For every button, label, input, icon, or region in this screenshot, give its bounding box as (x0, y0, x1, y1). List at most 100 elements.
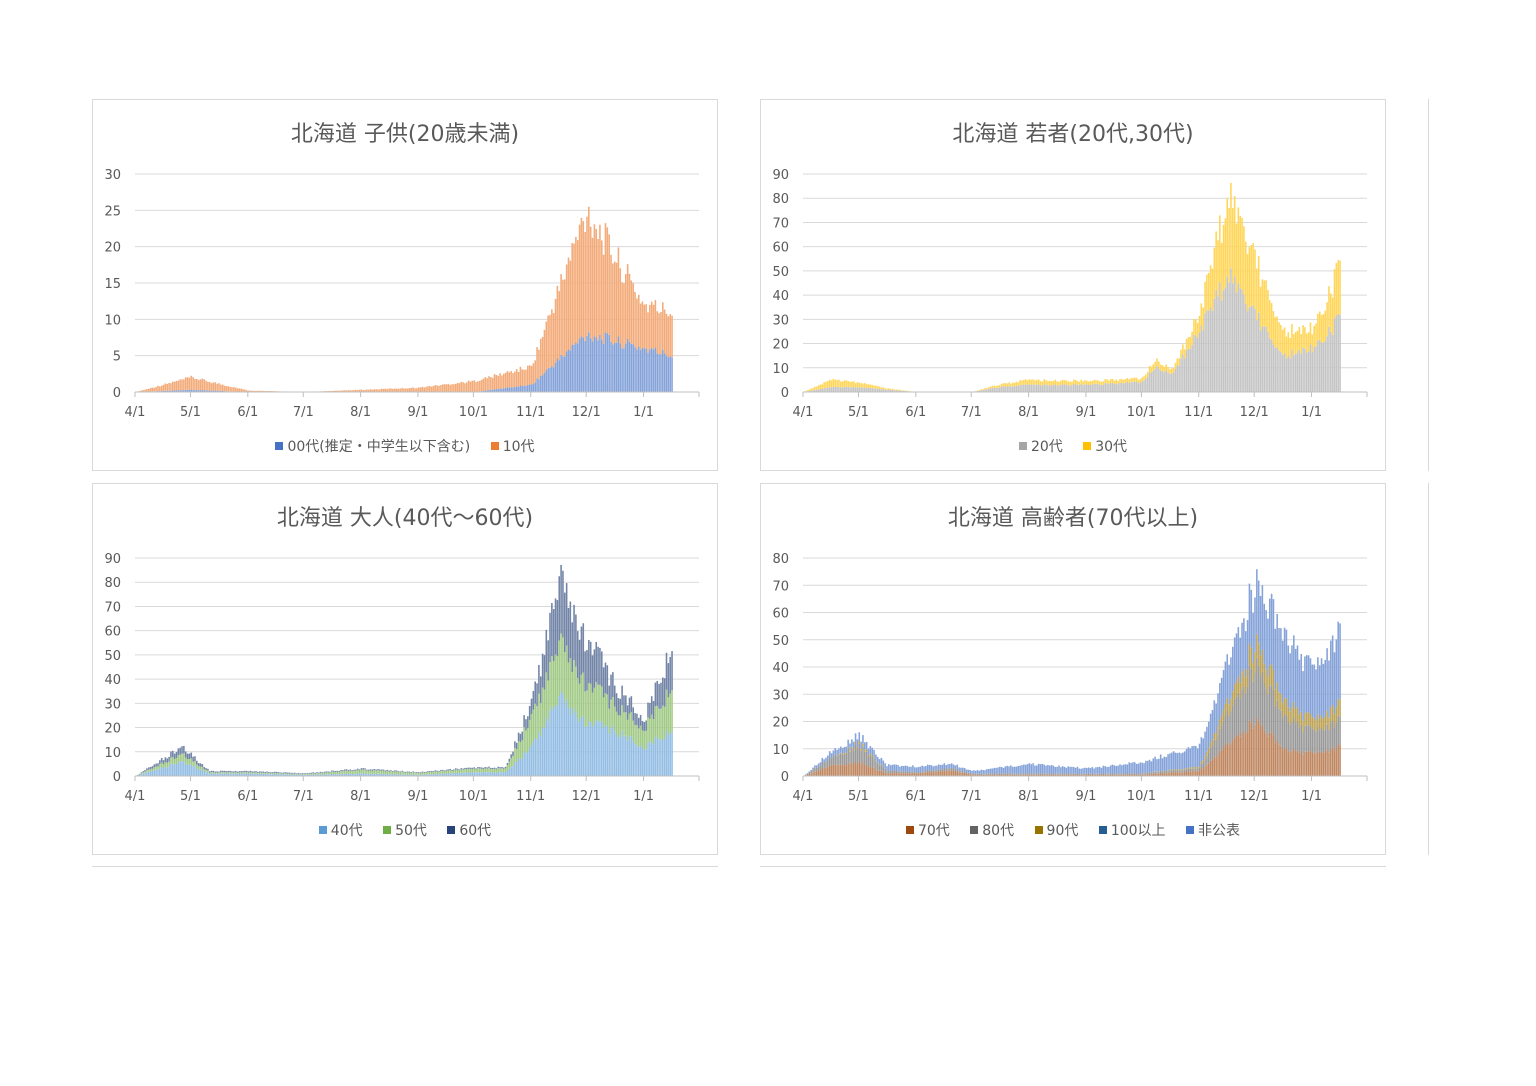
bar-segment (1023, 773, 1025, 775)
bar-segment (1137, 383, 1140, 392)
bar-segment (1283, 748, 1286, 776)
bar-segment (814, 771, 816, 776)
bar-segment (1246, 253, 1249, 312)
bar-segment (1183, 751, 1186, 769)
bar-segment (342, 771, 344, 774)
bar-segment (325, 772, 328, 775)
bar-segment (630, 280, 633, 344)
bar-segment (519, 366, 522, 386)
bar-segment (1067, 766, 1069, 774)
bar-segment (436, 771, 438, 775)
bar-segment (1252, 305, 1254, 392)
bar-segment (1045, 774, 1047, 776)
bar-segment (1337, 260, 1339, 314)
bar-segment (1159, 773, 1162, 776)
bar-segment (556, 705, 559, 776)
bar-segment (636, 349, 638, 392)
bar-segment (873, 385, 875, 389)
bar-segment (1154, 361, 1156, 369)
bar-segment (1017, 386, 1020, 392)
bar-segment (194, 766, 196, 776)
bar-segment (545, 717, 548, 776)
bar-segment (1041, 773, 1044, 775)
bar-segment (814, 389, 816, 392)
bar-segment (575, 614, 577, 667)
bar-segment (515, 762, 518, 776)
bar-segment (884, 768, 886, 773)
bar-segment (1087, 773, 1090, 775)
bar-segment (445, 773, 448, 776)
bar-segment (225, 386, 228, 392)
bar-segment (1002, 386, 1005, 392)
bar-segment (147, 767, 150, 770)
bar-segment (1180, 358, 1182, 392)
bar-segment (482, 767, 485, 769)
bar-segment (978, 390, 981, 391)
bar-segment (862, 387, 864, 392)
bar-segment (1078, 773, 1081, 775)
x-tick-label: 9/1 (407, 405, 428, 420)
bar-segment (342, 390, 344, 392)
bar-segment (1095, 384, 1097, 392)
bar-segment (1293, 355, 1295, 392)
bar-segment (564, 592, 566, 653)
bar-segment (1150, 761, 1153, 773)
chart-legend: 20代 30代 (761, 436, 1385, 456)
bar-segment (1220, 677, 1223, 716)
bar-segment (812, 772, 814, 776)
bar-segment (190, 764, 193, 776)
bar-segment (423, 771, 426, 773)
bar-segment (1202, 760, 1204, 763)
bar-segment (1113, 384, 1116, 392)
bar-segment (377, 769, 379, 771)
bar-segment (565, 583, 568, 646)
bar-segment (669, 693, 671, 734)
bar-segment (343, 769, 346, 771)
bar-segment (1013, 386, 1016, 392)
x-tick-label: 7/1 (293, 789, 314, 804)
bar-segment (373, 773, 376, 776)
bar-segment (1195, 768, 1197, 771)
bar-segment (1039, 385, 1042, 392)
bar-segment (490, 767, 492, 770)
bar-segment (845, 765, 848, 776)
bar-segment (889, 773, 892, 776)
bar-segment (1115, 773, 1118, 775)
bar-segment (1034, 773, 1036, 775)
bar-segment (197, 390, 200, 392)
bar-segment (889, 765, 892, 771)
bar-segment (1052, 380, 1055, 385)
bar-segment (865, 749, 868, 752)
bar-segment (1198, 315, 1201, 333)
bar-segment (443, 773, 446, 776)
bar-segment (1309, 322, 1312, 345)
bar-segment (1195, 766, 1197, 769)
bar-segment (1039, 773, 1042, 775)
bar-segment (1294, 751, 1297, 776)
bar-segment (1010, 765, 1012, 774)
bar-segment (834, 379, 837, 387)
bar-segment (1002, 774, 1005, 776)
bar-segment (360, 768, 363, 770)
bar-segment (214, 772, 217, 774)
bar-segment (941, 764, 944, 770)
bar-segment (440, 385, 442, 392)
bar-segment (606, 694, 609, 726)
bar-segment (288, 774, 291, 776)
bar-segment (175, 390, 178, 392)
bar-segment (149, 766, 152, 770)
bar-segment (249, 773, 252, 776)
bar-segment (314, 773, 316, 775)
bar-segment (140, 772, 143, 774)
bar-segment (301, 774, 303, 776)
bar-segment (532, 383, 535, 392)
bar-segment (501, 767, 503, 769)
bar-segment (184, 389, 187, 392)
bar-segment (144, 773, 146, 776)
bar-segment (417, 772, 420, 775)
bar-segment (1047, 774, 1049, 776)
bar-segment (1078, 381, 1081, 386)
bar-segment (512, 387, 514, 392)
bar-segment (1154, 771, 1156, 774)
bar-segment (823, 768, 825, 776)
